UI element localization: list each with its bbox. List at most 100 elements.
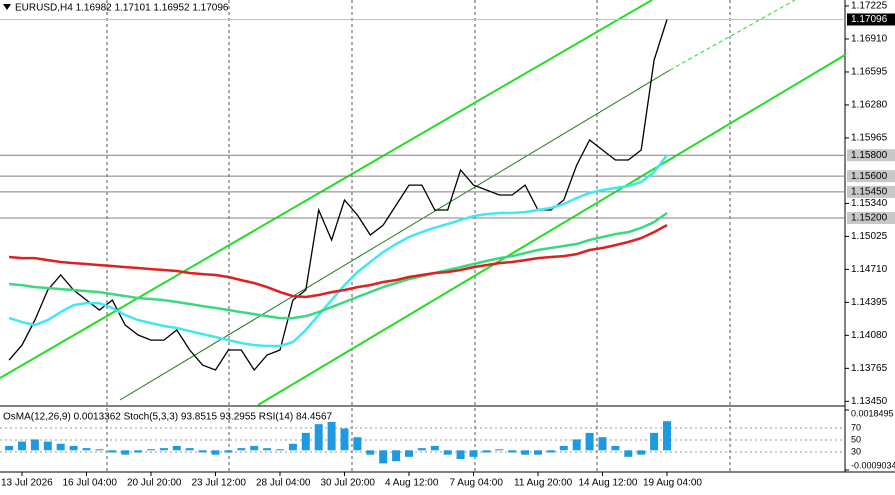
x-tick-label: 19 Aug 04:00	[643, 478, 702, 489]
level-label: 1.15450	[851, 187, 888, 198]
osma-bar	[572, 439, 581, 451]
price-line	[8, 154, 668, 348]
x-tick-label: 28 Jul 04:00	[256, 478, 311, 489]
level-label: 30	[851, 446, 861, 456]
osma-bar	[121, 450, 130, 455]
x-tick-label: 7 Aug 04:00	[450, 478, 504, 489]
level-label: 1.15200	[851, 213, 888, 224]
x-tick-label: 13 Jul 2026	[1, 478, 53, 489]
osma-bar	[663, 421, 671, 451]
menu-icon[interactable]	[3, 4, 11, 10]
x-tick-label: 4 Aug 12:00	[385, 478, 439, 489]
x-tick-label: 23 Jul 12:00	[192, 478, 247, 489]
osma-bar	[198, 450, 207, 453]
osma-bar	[469, 450, 478, 457]
osma-bar	[43, 441, 52, 451]
price-line	[8, 211, 668, 320]
level-label-box	[847, 185, 895, 198]
osma-bar	[534, 450, 542, 455]
osma-bar	[353, 437, 362, 451]
osma-bar	[392, 450, 401, 462]
y-tick-label: 0.0018495	[851, 408, 894, 418]
osma-bar	[108, 450, 117, 453]
osma-bar	[134, 450, 143, 453]
osma-bar	[327, 421, 336, 451]
x-tick-label: 11 Aug 20:00	[514, 478, 573, 489]
channel-midline	[119, 69, 671, 401]
y-tick-label: 1.16910	[851, 34, 888, 45]
osma-bar	[276, 449, 284, 451]
osma-bar	[559, 445, 568, 451]
osma-bar	[237, 448, 246, 451]
osma-bar	[430, 445, 439, 451]
level-label: 1.15800	[851, 150, 888, 161]
level-label-box	[847, 170, 895, 183]
osma-bar	[159, 448, 168, 451]
osma-bar	[366, 450, 375, 455]
indicator-title: OsMA(12,26,9) 0.0013362 Stoch(5,3,3) 93.…	[3, 412, 333, 423]
osma-bar	[417, 448, 426, 451]
osma-bar	[546, 450, 555, 453]
osma-bar	[263, 448, 272, 451]
x-tick-label: 16 Jul 04:00	[63, 478, 118, 489]
level-label-box	[847, 212, 895, 225]
osma-bar	[508, 450, 517, 453]
osma-bar	[598, 437, 607, 451]
level-label: 70	[851, 422, 861, 432]
osma-bar	[288, 443, 297, 451]
y-tick-label: 1.14395	[851, 297, 888, 308]
osma-bar	[340, 428, 349, 451]
chart-title: EURUSD,H4 1.16982 1.17101 1.16952 1.1709…	[15, 3, 229, 14]
osma-bar	[611, 445, 620, 451]
osma-bar	[18, 441, 26, 451]
y-tick-label: 1.13765	[851, 363, 888, 374]
level-label: 1.15600	[851, 171, 888, 182]
osma-bar	[637, 450, 646, 455]
y-tick-label: 1.15025	[851, 231, 888, 242]
price-line	[8, 224, 668, 299]
y-tick-label: -0.0009034	[851, 460, 895, 470]
x-tick-label: 30 Jul 20:00	[321, 478, 376, 489]
osma-bar	[482, 450, 491, 453]
channel-line	[257, 54, 846, 406]
y-tick-label: 1.13450	[851, 396, 888, 407]
osma-bar	[379, 450, 388, 464]
osma-bar	[456, 450, 465, 460]
osma-bar	[211, 450, 220, 455]
y-tick-label: 1.14080	[851, 330, 888, 341]
channel-midline-extension	[669, 0, 796, 71]
osma-bar	[405, 450, 413, 457]
y-tick-label: 1.15965	[851, 133, 888, 144]
x-tick-label: 20 Jul 20:00	[127, 478, 182, 489]
osma-bar	[82, 448, 91, 451]
level-label-box	[847, 149, 895, 162]
channel-line	[0, 0, 653, 379]
osma-bar	[69, 445, 78, 451]
osma-bar	[443, 450, 452, 455]
osma-bar	[95, 449, 104, 451]
x-tick-label: 14 Aug 12:00	[579, 478, 638, 489]
plot	[0, 18, 845, 372]
osma-bar	[650, 432, 659, 451]
osma-bar	[224, 450, 233, 453]
osma-bar	[301, 432, 310, 451]
osma-bar	[495, 449, 504, 451]
osma-bar	[185, 448, 194, 451]
y-tick-label: 1.16280	[851, 100, 888, 111]
osma-bar	[5, 445, 14, 451]
y-tick-label: 1.17225	[851, 1, 888, 12]
y-tick-label: 1.14710	[851, 264, 888, 275]
osma-bar	[172, 445, 181, 451]
osma-bar	[250, 445, 259, 451]
level-label: 50	[851, 434, 861, 444]
osma-bar	[314, 424, 323, 451]
y-tick-label: 1.15340	[851, 198, 888, 209]
last-price-label: 1.17096	[851, 14, 888, 25]
osma-bar	[585, 432, 594, 451]
osma-bar	[56, 443, 65, 451]
last-price-box	[847, 13, 895, 26]
y-tick-label: 1.16595	[851, 67, 888, 78]
